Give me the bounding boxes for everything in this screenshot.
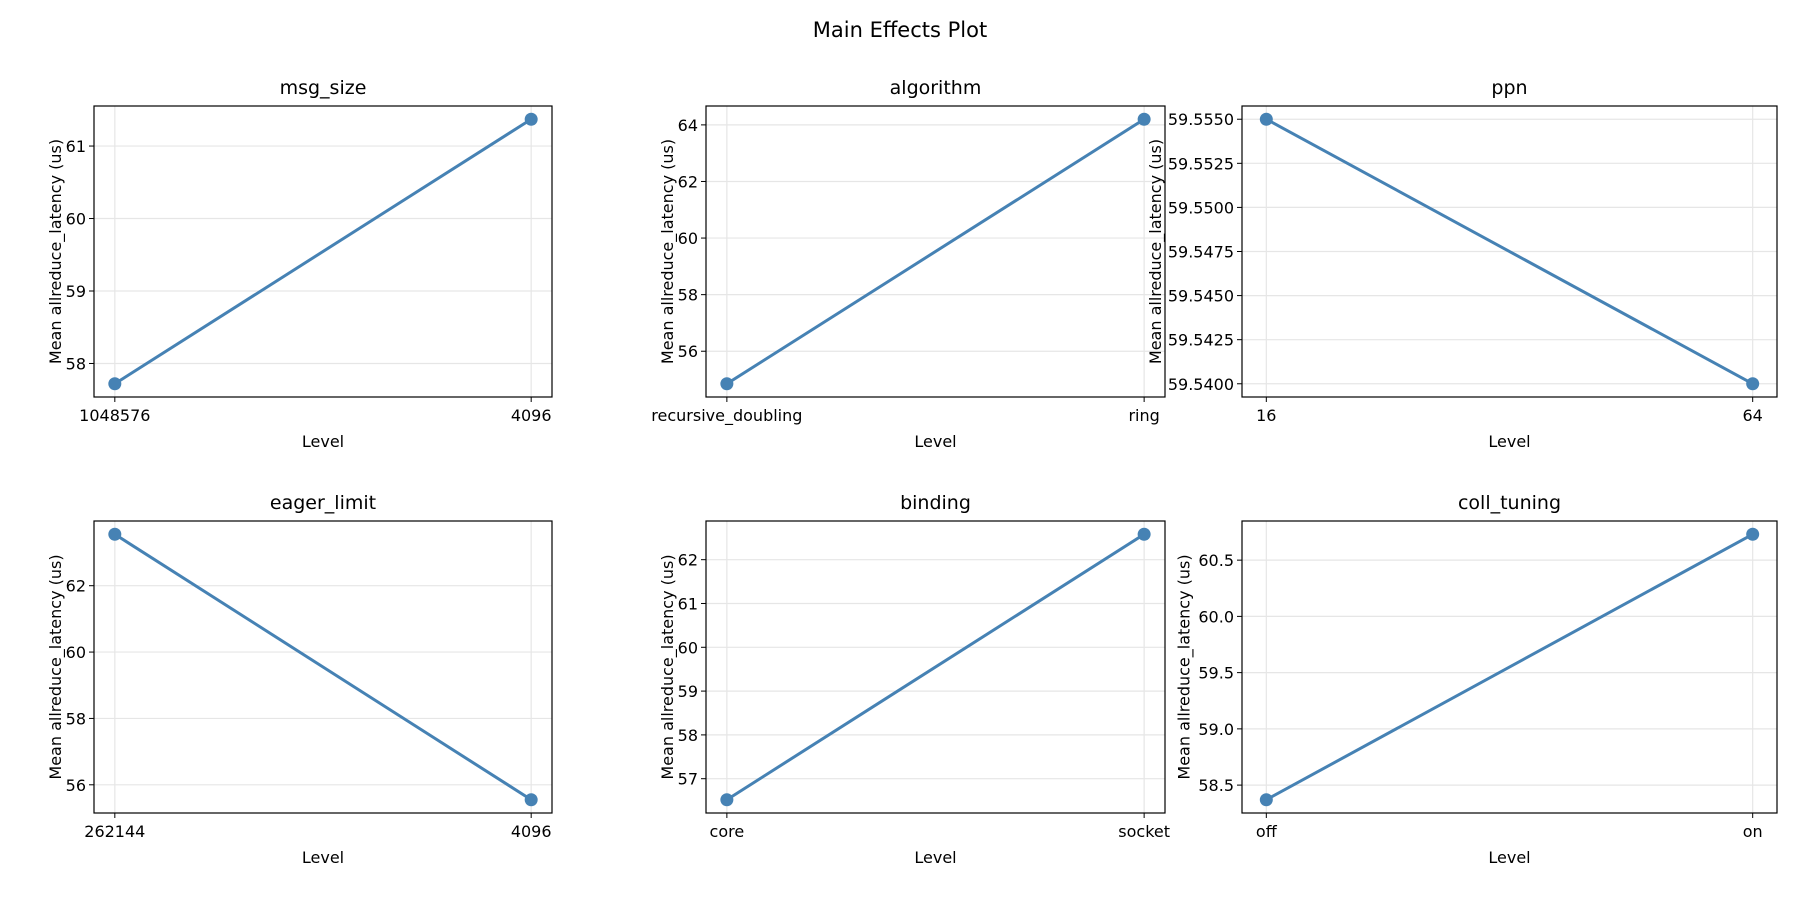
- x-axis-label: Level: [914, 432, 956, 451]
- x-tick-label: socket: [1118, 822, 1170, 841]
- x-tick-label: 64: [1743, 406, 1763, 425]
- y-tick-label: 58: [66, 354, 86, 373]
- y-tick-label: 59.5400: [1168, 375, 1234, 394]
- y-tick-label: 62: [678, 172, 698, 191]
- data-point: [720, 793, 734, 807]
- y-tick-label: 59.5500: [1168, 198, 1234, 217]
- y-axis-label: Mean allreduce_latency (us): [46, 139, 66, 364]
- data-point: [108, 527, 122, 541]
- subplot-title: algorithm: [890, 77, 982, 99]
- data-point: [1137, 112, 1151, 126]
- y-tick-label: 59: [678, 682, 698, 701]
- x-axis-label: Level: [302, 432, 344, 451]
- x-axis-label: Level: [302, 848, 344, 867]
- y-tick-label: 61: [66, 137, 86, 156]
- subplot-title: eager_limit: [270, 492, 376, 514]
- subplot-title: binding: [900, 492, 971, 514]
- x-tick-label: 4096: [511, 822, 552, 841]
- y-tick-label: 58: [66, 709, 86, 728]
- data-point: [524, 793, 538, 807]
- subplot-coll_tuning: 58.5 59.0 59.5 60.0 60.5 off on coll_tuning Leve…: [1175, 492, 1778, 867]
- data-point: [1746, 377, 1760, 391]
- y-tick-label: 59: [66, 282, 86, 301]
- y-tick-label: 60: [678, 229, 698, 248]
- y-tick-label: 62: [678, 551, 698, 570]
- subplot-algorithm: 56 58 60 62 64 recursive_doubling ring algorith…: [651, 77, 1166, 451]
- y-axis-label: Mean allreduce_latency (us): [1175, 554, 1195, 779]
- subplot-title: msg_size: [280, 77, 367, 99]
- axes-frame: [1241, 105, 1778, 398]
- axes-frame: [1241, 520, 1778, 814]
- data-point: [1137, 527, 1151, 541]
- subplot-title: ppn: [1491, 77, 1527, 99]
- subplot-msg_size: 58 59 60 61 1048576 4096 msg_size Level Mean all…: [46, 77, 553, 451]
- data-point: [524, 112, 538, 126]
- y-tick-label: 62: [66, 577, 86, 596]
- series-line: [114, 117, 532, 386]
- y-tick-label: 60: [66, 643, 86, 662]
- y-tick-label: 57: [678, 770, 698, 789]
- subplot-binding: 57 58 59 60 61 62 core socket binding Level Mean a…: [658, 492, 1170, 867]
- y-tick-label: 61: [678, 594, 698, 613]
- y-axis-label: Mean allreduce_latency (us): [1146, 139, 1166, 364]
- y-tick-label: 59.0: [1198, 720, 1234, 739]
- y-tick-label: 59.5525: [1168, 154, 1234, 173]
- x-tick-label: recursive_doubling: [651, 406, 802, 426]
- y-tick-label: 59.5475: [1168, 243, 1234, 262]
- x-tick-label: core: [710, 822, 745, 841]
- figure-title: Main Effects Plot: [813, 18, 987, 42]
- y-tick-label: 58: [678, 726, 698, 745]
- y-tick-label: 59.5425: [1168, 331, 1234, 350]
- y-axis-label: Mean allreduce_latency (us): [658, 139, 678, 364]
- data-point: [1259, 793, 1273, 807]
- subplot-eager_limit: 56 58 60 62 262144 4096 eager_limit Level Mean a…: [46, 492, 553, 867]
- x-axis-label: Level: [1488, 848, 1530, 867]
- x-tick-label: 262144: [84, 822, 145, 841]
- y-tick-label: 56: [678, 342, 698, 361]
- y-tick-label: 59.5550: [1168, 110, 1234, 129]
- y-axis-label: Mean allreduce_latency (us): [46, 554, 66, 779]
- y-tick-label: 58: [678, 286, 698, 305]
- series-line: [726, 533, 1145, 801]
- y-axis-label: Mean allreduce_latency (us): [658, 554, 678, 779]
- series-line: [726, 117, 1145, 386]
- axes-frame: [93, 105, 553, 398]
- data-point: [108, 377, 122, 391]
- x-axis-label: Level: [1488, 432, 1530, 451]
- y-tick-label: 60: [678, 638, 698, 657]
- x-tick-label: off: [1256, 822, 1278, 841]
- y-tick-label: 64: [678, 116, 698, 135]
- y-tick-label: 59.5450: [1168, 287, 1234, 306]
- x-tick-label: ring: [1128, 406, 1159, 425]
- series-line: [114, 533, 532, 801]
- series-line: [1265, 532, 1754, 802]
- subplot-title: coll_tuning: [1458, 492, 1561, 514]
- subplot-ppn: 59.5400 59.5425 59.5450 59.5475 59.5500 59.55…: [1146, 77, 1778, 451]
- y-tick-label: 59.5: [1198, 664, 1234, 683]
- data-point: [1746, 527, 1760, 541]
- x-tick-label: on: [1743, 822, 1763, 841]
- y-tick-label: 60: [66, 210, 86, 229]
- x-tick-label: 16: [1256, 406, 1276, 425]
- axes-frame: [705, 105, 1166, 398]
- y-tick-label: 58.5: [1198, 776, 1234, 795]
- data-point: [1259, 112, 1273, 126]
- axes-frame: [93, 520, 553, 814]
- x-axis-label: Level: [914, 848, 956, 867]
- axes-frame: [705, 520, 1166, 814]
- data-point: [720, 377, 734, 391]
- y-tick-label: 60.5: [1198, 551, 1234, 570]
- y-tick-label: 60.0: [1198, 607, 1234, 626]
- y-tick-label: 56: [66, 776, 86, 795]
- x-tick-label: 1048576: [79, 406, 150, 425]
- x-tick-label: 4096: [511, 406, 552, 425]
- series-line: [1265, 117, 1754, 386]
